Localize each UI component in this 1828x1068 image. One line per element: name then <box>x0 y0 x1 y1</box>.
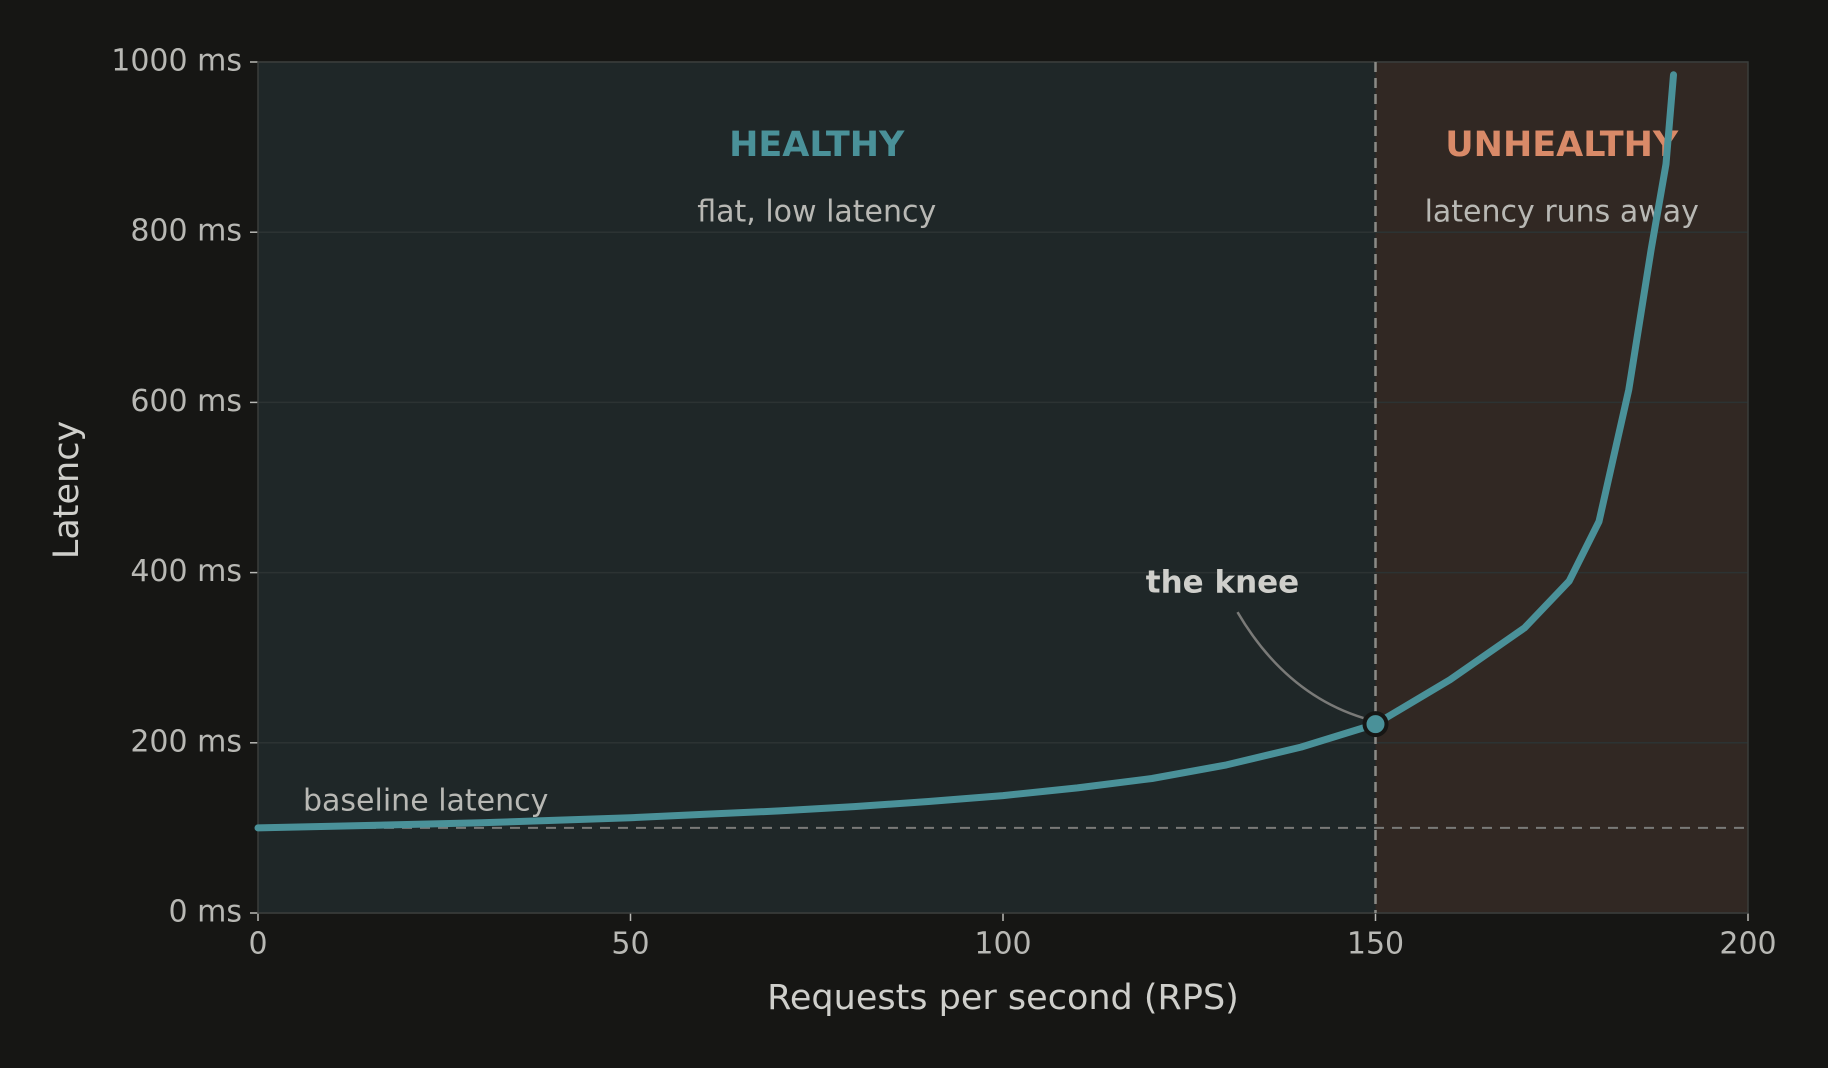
x-tick-label: 150 <box>1347 927 1404 962</box>
baseline-label: baseline latency <box>303 783 548 818</box>
knee-point <box>1362 711 1389 738</box>
latency-line <box>254 71 1677 832</box>
x-axis-label: Requests per second (RPS) <box>767 978 1239 1018</box>
x-tick-label: 50 <box>611 927 649 962</box>
region <box>1375 62 1748 913</box>
x-tick-label: 100 <box>974 927 1031 962</box>
y-axis-label: Latency <box>47 421 87 559</box>
knee-pointer <box>1236 611 1364 720</box>
y-tick-label: 600 ms <box>130 384 242 419</box>
region-label: HEALTHY <box>729 125 905 165</box>
x-tick-label: 200 <box>1719 927 1776 962</box>
y-tick-label: 200 ms <box>130 724 242 759</box>
y-tick-label: 400 ms <box>130 554 242 589</box>
knee-label: the knee <box>1146 565 1299 601</box>
y-tick-label: 1000 ms <box>111 44 242 79</box>
region-sublabel: flat, low latency <box>697 195 936 230</box>
x-tick-label: 0 <box>248 927 267 962</box>
y-tick-label: 0 ms <box>169 895 242 930</box>
region-label: UNHEALTHY <box>1445 125 1679 165</box>
y-tick-label: 800 ms <box>130 214 242 249</box>
plot-frame <box>257 61 1749 914</box>
